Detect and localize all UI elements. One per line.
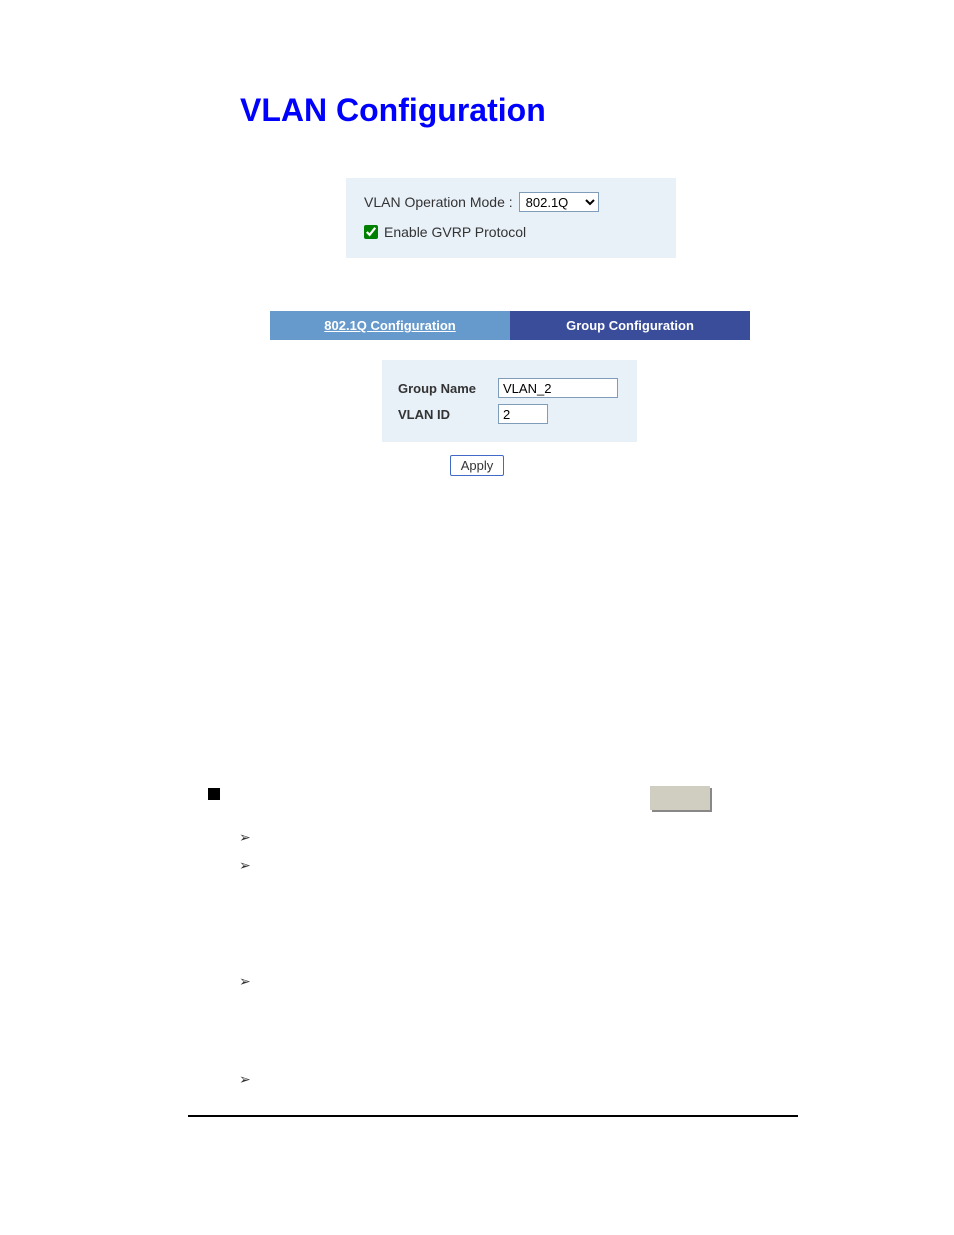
mode-panel: VLAN Operation Mode : 802.1Q Enable GVRP… (346, 178, 676, 258)
vlan-id-label: VLAN ID (398, 407, 498, 422)
vlan-id-row: VLAN ID (398, 404, 621, 424)
gvrp-row: Enable GVRP Protocol (364, 224, 658, 240)
arrow-icon: ➢ (239, 857, 251, 874)
vlan-id-input[interactable] (498, 404, 548, 424)
tab-group-configuration[interactable]: Group Configuration (510, 311, 750, 340)
vlan-mode-select[interactable]: 802.1Q (519, 192, 599, 212)
gray-box (650, 786, 710, 810)
apply-button[interactable]: Apply (450, 455, 505, 476)
mode-row: VLAN Operation Mode : 802.1Q (364, 192, 658, 212)
horizontal-divider (188, 1115, 798, 1117)
group-name-row: Group Name (398, 378, 621, 398)
page-title: VLAN Configuration (240, 92, 546, 129)
mode-label: VLAN Operation Mode : (364, 194, 513, 210)
tab-bar: 802.1Q Configuration Group Configuration (270, 311, 750, 340)
gvrp-checkbox[interactable] (364, 225, 378, 239)
group-form-panel: Group Name VLAN ID (382, 360, 637, 442)
tab-8021q-configuration[interactable]: 802.1Q Configuration (270, 311, 510, 340)
arrow-icon: ➢ (239, 973, 251, 990)
group-name-input[interactable] (498, 378, 618, 398)
apply-container: Apply (0, 455, 954, 476)
arrow-icon: ➢ (239, 1071, 251, 1088)
bullet-square-icon (208, 788, 220, 800)
gvrp-label: Enable GVRP Protocol (384, 224, 526, 240)
group-name-label: Group Name (398, 381, 498, 396)
arrow-icon: ➢ (239, 829, 251, 846)
